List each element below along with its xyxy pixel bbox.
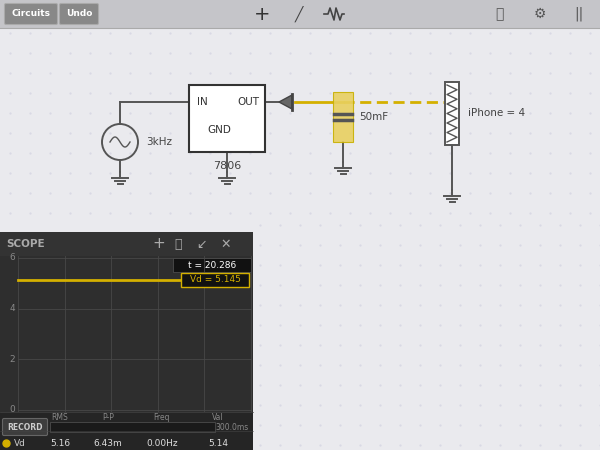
Text: 5.14: 5.14 xyxy=(208,438,228,447)
Text: Val: Val xyxy=(212,414,224,423)
Text: 6.43m: 6.43m xyxy=(94,438,122,447)
Text: ⚙: ⚙ xyxy=(534,7,546,21)
Polygon shape xyxy=(279,95,292,109)
Text: ↙: ↙ xyxy=(196,238,206,251)
FancyBboxPatch shape xyxy=(2,418,47,436)
Text: +: + xyxy=(254,4,270,23)
Text: ||: || xyxy=(574,7,584,21)
Text: IN: IN xyxy=(197,97,208,107)
Text: 7806: 7806 xyxy=(213,161,241,171)
Bar xyxy=(445,82,459,145)
Text: Vd = 5.145: Vd = 5.145 xyxy=(190,275,241,284)
Text: Circuits: Circuits xyxy=(11,9,50,18)
Text: 0.00Hz: 0.00Hz xyxy=(146,438,178,447)
Text: 3kHz: 3kHz xyxy=(146,137,172,147)
Bar xyxy=(189,85,265,152)
Text: ✕: ✕ xyxy=(220,238,230,251)
Bar xyxy=(0,0,600,28)
Text: 5.16: 5.16 xyxy=(50,438,70,447)
Bar xyxy=(0,232,253,450)
Bar xyxy=(181,273,249,287)
Text: ⓘ: ⓘ xyxy=(174,238,182,251)
Text: t = 20.286: t = 20.286 xyxy=(188,261,236,270)
Text: Vd: Vd xyxy=(14,438,26,447)
Text: 6: 6 xyxy=(9,253,15,262)
Bar xyxy=(50,422,215,432)
Text: 0: 0 xyxy=(9,405,15,414)
Text: ⓘ: ⓘ xyxy=(495,7,503,21)
Text: OUT: OUT xyxy=(237,97,259,107)
Text: SCOPE: SCOPE xyxy=(6,239,44,249)
FancyBboxPatch shape xyxy=(59,4,98,24)
Bar xyxy=(0,232,253,256)
Bar xyxy=(333,92,353,142)
Text: iPhone = 4: iPhone = 4 xyxy=(468,108,525,118)
Text: RMS: RMS xyxy=(52,414,68,423)
FancyBboxPatch shape xyxy=(5,4,58,24)
Text: P-P: P-P xyxy=(102,414,114,423)
Text: ╱: ╱ xyxy=(295,6,303,22)
Bar xyxy=(0,412,253,450)
Text: GND: GND xyxy=(207,125,231,135)
Text: Freq: Freq xyxy=(154,414,170,423)
Text: 300.0ms: 300.0ms xyxy=(216,423,249,432)
Bar xyxy=(173,258,251,272)
Text: Undo: Undo xyxy=(66,9,92,18)
Text: RECORD: RECORD xyxy=(7,423,43,432)
Text: 4: 4 xyxy=(10,304,15,313)
Text: +: + xyxy=(152,237,165,252)
Text: 50mF: 50mF xyxy=(359,112,388,122)
Text: 2: 2 xyxy=(10,355,15,364)
